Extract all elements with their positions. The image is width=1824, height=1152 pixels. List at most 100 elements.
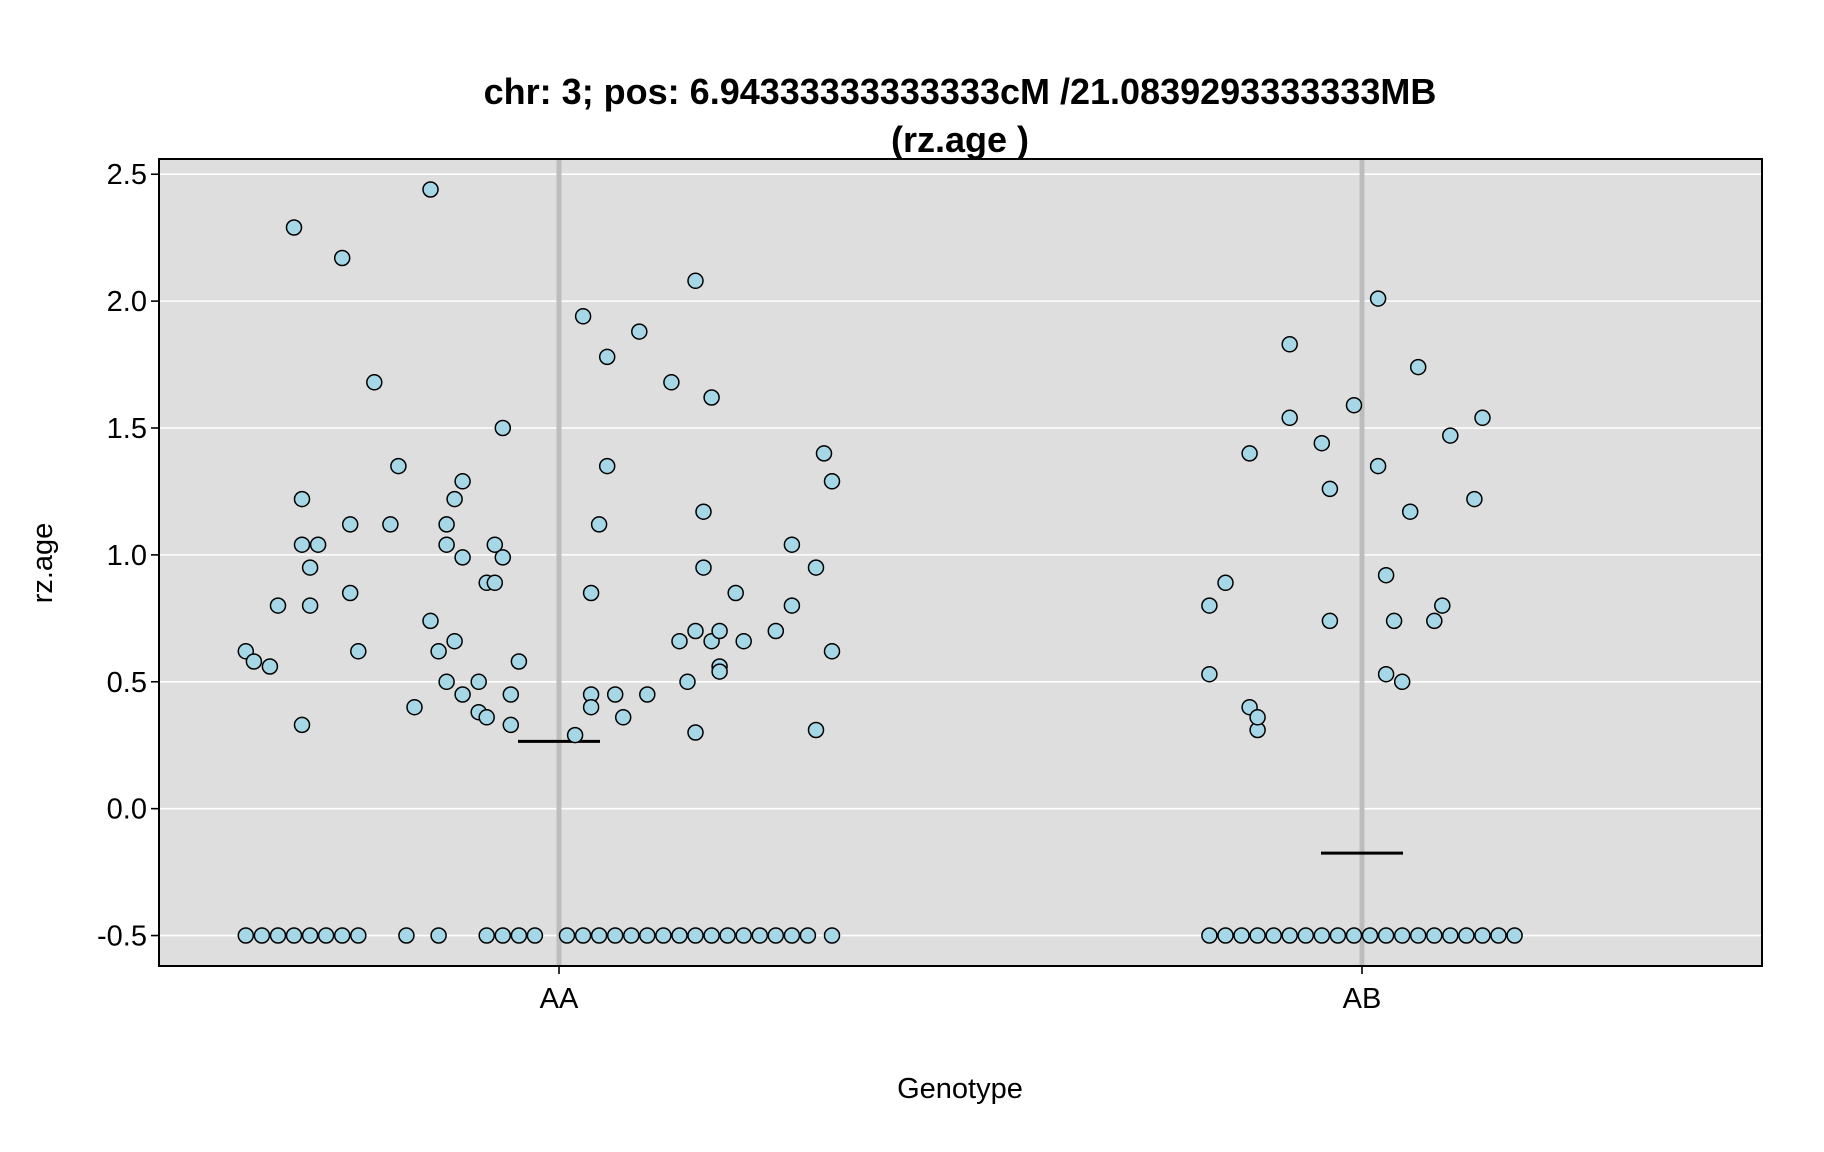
- data-point: [422, 181, 439, 198]
- data-point: [285, 927, 303, 944]
- data-point: [1409, 927, 1427, 944]
- data-point: [390, 457, 407, 475]
- data-point: [510, 653, 528, 670]
- data-point: [767, 622, 785, 640]
- data-point: [438, 673, 455, 691]
- data-point: [430, 927, 447, 944]
- data-point: [350, 927, 367, 944]
- data-point: [783, 927, 801, 944]
- data-point: [309, 536, 327, 553]
- data-point: [655, 927, 672, 944]
- data-point: [1401, 503, 1419, 520]
- data-point: [582, 698, 600, 716]
- data-point: [341, 516, 359, 533]
- data-point: [1377, 927, 1395, 944]
- data-point: [1345, 396, 1363, 414]
- data-point: [558, 927, 576, 944]
- data-point: [494, 419, 512, 437]
- data-point: [727, 584, 744, 602]
- data-point: [454, 473, 471, 490]
- data-point: [293, 716, 311, 734]
- data-point: [687, 927, 704, 944]
- data-point: [574, 308, 592, 325]
- data-point: [1369, 290, 1387, 307]
- data-point: [406, 698, 423, 716]
- data-point: [1474, 409, 1491, 427]
- data-point: [582, 584, 600, 602]
- data-point: [1506, 927, 1523, 944]
- data-point: [823, 473, 841, 490]
- data-point: [1442, 927, 1459, 944]
- data-point: [398, 927, 415, 944]
- data-point: [631, 323, 648, 340]
- y-tick-label: 1.5: [107, 413, 147, 445]
- data-point: [687, 272, 704, 290]
- data-point: [1233, 927, 1250, 944]
- data-point: [1321, 480, 1339, 498]
- data-point: [446, 490, 463, 508]
- y-tick-label: 2.0: [107, 286, 147, 318]
- data-point: [574, 927, 592, 944]
- data-point: [623, 927, 640, 944]
- plot-border: [158, 158, 1763, 967]
- chart-title-line2: (rz.age ): [891, 119, 1029, 160]
- data-point: [598, 457, 616, 475]
- data-point: [735, 632, 752, 650]
- data-point: [1313, 434, 1331, 452]
- data-point: [253, 927, 271, 944]
- data-point: [687, 622, 704, 640]
- data-point: [502, 716, 520, 734]
- data-point: [237, 927, 255, 944]
- data-point: [269, 927, 287, 944]
- data-point: [1385, 612, 1403, 630]
- y-tick-label: 0.5: [107, 667, 147, 699]
- data-point: [1281, 336, 1298, 353]
- y-axis-label: rz.age: [27, 523, 59, 604]
- y-axis-ticks: -0.5 0.0 0.5 1.0 1.5 2.0 2.5: [97, 159, 159, 953]
- x-axis-ticks: AA AB: [540, 966, 1382, 1015]
- x-tick-label: AB: [1343, 983, 1382, 1015]
- data-point: [614, 709, 632, 726]
- data-point: [1201, 597, 1218, 614]
- data-point: [1377, 566, 1395, 584]
- data-point: [566, 726, 584, 744]
- data-point: [1249, 709, 1266, 726]
- data-point: [261, 658, 279, 675]
- data-point: [807, 559, 825, 576]
- data-point: [719, 927, 736, 944]
- data-point: [1409, 358, 1427, 376]
- data-point: [703, 927, 720, 944]
- data-point: [1329, 927, 1347, 944]
- data-point: [1361, 927, 1379, 944]
- y-tick-label: -0.5: [97, 921, 147, 953]
- plot-panel: [159, 159, 1762, 966]
- data-point: [598, 348, 616, 366]
- data-point: [1393, 673, 1411, 691]
- data-point: [606, 927, 624, 944]
- data-point: [751, 927, 769, 944]
- data-point: [382, 516, 399, 533]
- data-point: [606, 686, 624, 703]
- data-point: [1217, 574, 1234, 592]
- data-point: [1458, 927, 1475, 944]
- data-point: [767, 927, 785, 944]
- data-point: [815, 445, 833, 462]
- data-point: [317, 927, 335, 944]
- data-point: [671, 632, 688, 650]
- data-point: [301, 927, 319, 944]
- data-point: [350, 643, 367, 660]
- y-tick-label: 2.5: [107, 159, 147, 191]
- data-point: [454, 686, 471, 703]
- data-point: [711, 622, 728, 640]
- data-point: [454, 549, 471, 566]
- data-point: [1466, 490, 1483, 508]
- data-point: [478, 709, 495, 726]
- data-point: [1393, 927, 1411, 944]
- data-point: [639, 686, 656, 703]
- data-point: [687, 724, 704, 741]
- data-point: [1321, 612, 1339, 630]
- data-point: [269, 597, 287, 614]
- data-point: [695, 559, 712, 576]
- data-point: [341, 584, 359, 602]
